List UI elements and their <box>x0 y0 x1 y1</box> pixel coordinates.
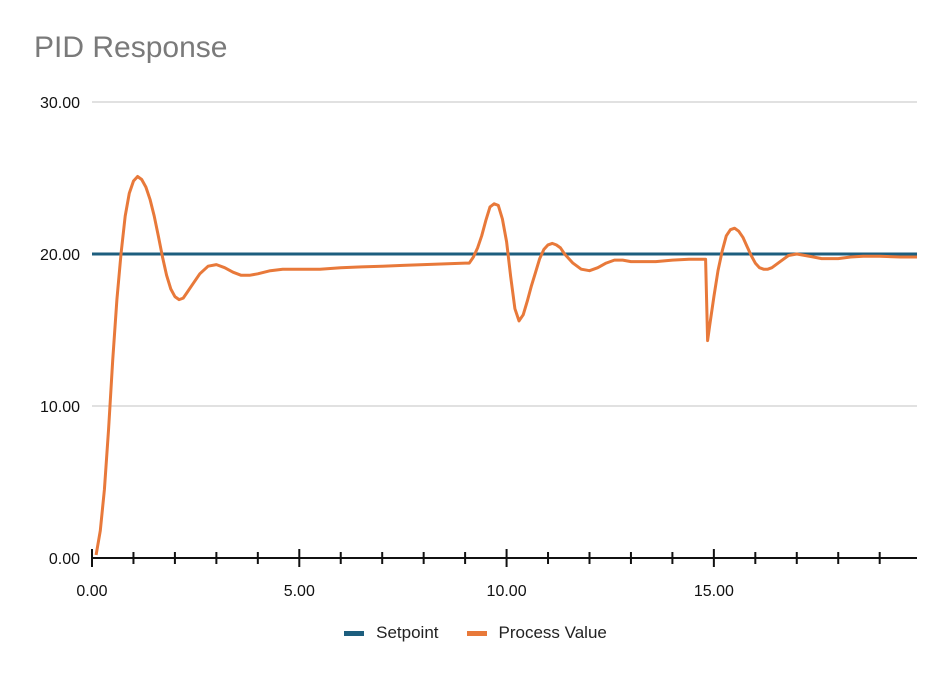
legend-swatch-setpoint <box>344 630 365 636</box>
legend-label-setpoint: Setpoint <box>376 623 439 642</box>
y-tick-label-1: 10.00 <box>40 399 80 416</box>
chart-title: PID Response <box>34 31 228 64</box>
y-tick-label-0: 0.00 <box>49 551 80 568</box>
legend-item-process-value[interactable]: Process Value <box>466 623 607 643</box>
x-tick-label-0: 0.00 <box>76 583 107 600</box>
x-tick-label-2: 10.00 <box>487 583 527 600</box>
x-tick-label-1: 5.00 <box>284 583 315 600</box>
y-tick-label-3: 30.00 <box>40 95 80 112</box>
x-tick-label-3: 15.00 <box>694 583 734 600</box>
legend-swatch-process-value <box>466 630 487 636</box>
legend-item-setpoint[interactable]: Setpoint <box>344 623 439 643</box>
legend: Setpoint Process Value <box>0 623 951 643</box>
legend-label-process-value: Process Value <box>498 623 607 642</box>
series-line-process-value <box>94 175 917 556</box>
y-tick-label-2: 20.00 <box>40 247 80 264</box>
